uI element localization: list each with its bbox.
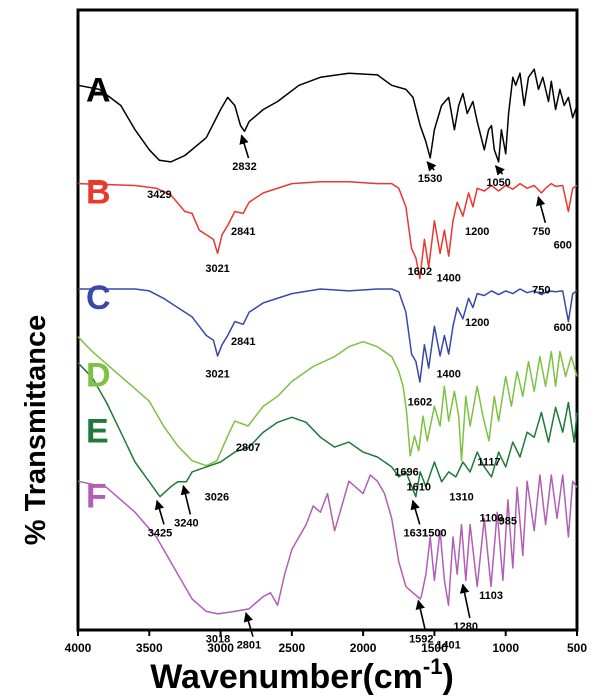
peak-label: 1500 (422, 527, 446, 539)
series-letter-C: C (86, 279, 111, 317)
peak-label: 1592 (409, 633, 433, 645)
peak-label: 1400 (436, 368, 460, 380)
peak-arrow (154, 499, 165, 525)
peak-label: 1100 (480, 513, 504, 525)
peak-label: 1631 (404, 527, 428, 539)
peak-label: 2801 (237, 640, 261, 652)
peak-label: 600 (554, 322, 572, 334)
y-axis-label: % Transmittance (20, 315, 52, 545)
peak-label: 3021 (205, 368, 229, 380)
peak-label: 3429 (147, 189, 171, 201)
x-tick-label: 3000 (207, 641, 234, 655)
peak-label: 1610 (407, 482, 431, 494)
peak-label: 1280 (454, 621, 478, 633)
peak-label: 1401 (436, 640, 460, 652)
peak-label: 1050 (486, 177, 510, 189)
x-axis-label-sup: -1 (423, 654, 443, 679)
x-tick-label: 1000 (492, 641, 519, 655)
peak-label: 3021 (205, 263, 229, 275)
peak-label: 1602 (408, 266, 432, 278)
peak-label: 3026 (205, 491, 229, 503)
peak-label: 1400 (436, 272, 460, 284)
x-tick-label: 1500 (421, 641, 448, 655)
peak-label: 1310 (449, 491, 473, 503)
peak-annotations: 2832 3429 1530 1050 750 600 1200 2841 3021 1400 16… (147, 134, 572, 652)
series-line-D (77, 336, 578, 467)
series-letter-B: B (86, 174, 111, 212)
peak-label: 3425 (148, 527, 172, 539)
x-tick-label: 3500 (136, 641, 163, 655)
plot-border (76, 8, 579, 632)
series-line-C (78, 288, 578, 383)
series-line-B (77, 180, 578, 280)
peak-label: 2807 (236, 442, 260, 454)
peak-label: 750 (532, 285, 550, 297)
plot-frame (76, 8, 579, 632)
x-axis-ticks: 4000 3500 3000 2500 2000 1500 1000 500 (65, 630, 587, 655)
series-layer (77, 68, 578, 615)
series-letters: A B C DEF (86, 71, 111, 515)
series-line-A (77, 68, 578, 163)
series-letter-A: A (86, 71, 111, 109)
peak-label: 1696 (394, 467, 418, 479)
peak-label: 2841 (231, 336, 255, 348)
peak-arrow (426, 161, 437, 172)
series-letter-D: D (86, 357, 111, 395)
x-axis-label: Wavenumber(cm-1) (150, 654, 454, 696)
peak-label: 2841 (231, 226, 255, 238)
series-line-E (77, 362, 578, 498)
peak-arrow (415, 599, 427, 631)
x-tick-label: 4000 (65, 641, 92, 655)
x-tick-label: 2500 (279, 641, 306, 655)
peak-label: 750 (532, 226, 550, 238)
series-letter-F: F (86, 477, 107, 515)
peak-arrow (459, 583, 471, 619)
x-axis-label-close: ) (442, 658, 453, 696)
peak-label: 1117 (477, 457, 500, 469)
peak-label: 1530 (418, 173, 442, 185)
peak-label: 1200 (465, 317, 489, 329)
series-letter-E: E (86, 412, 109, 450)
peak-arrow (535, 195, 547, 223)
x-tick-label: 500 (567, 641, 587, 655)
peak-label: 2832 (232, 161, 256, 173)
peak-arrow (410, 499, 421, 525)
peak-arrow (180, 484, 192, 515)
peak-label: 985 (499, 516, 517, 528)
peak-label: 1200 (465, 226, 489, 238)
peak-arrow (239, 134, 250, 159)
peak-arrow (243, 611, 254, 637)
peak-label: 600 (554, 240, 572, 252)
x-axis-label-main: Wavenumber(cm (150, 658, 423, 696)
peak-arrow (494, 165, 505, 176)
peak-label: 1103 (479, 590, 503, 602)
peak-label: 1602 (408, 396, 432, 408)
peak-label: 3240 (174, 517, 198, 529)
x-tick-label: 2000 (350, 641, 377, 655)
series-line-F (77, 474, 578, 615)
peak-label: 3018 (206, 633, 230, 645)
